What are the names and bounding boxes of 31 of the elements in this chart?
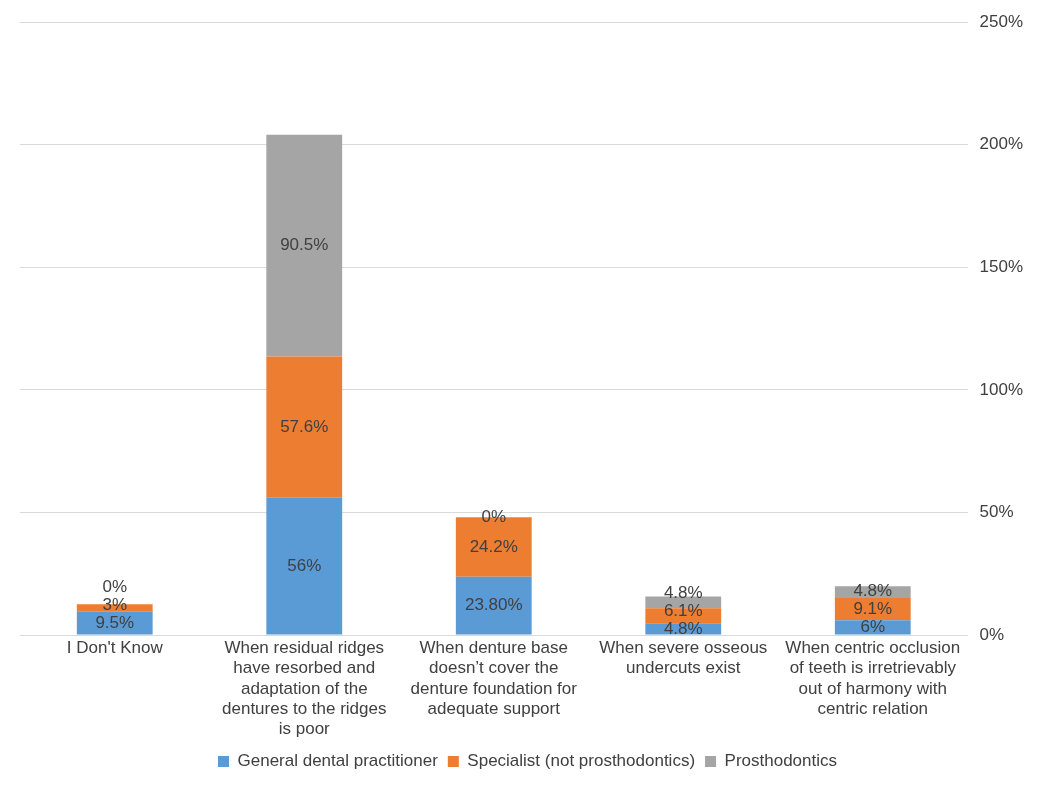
x-tick-label: When centric occlusion of teeth is irretrievably out of harmony with centric relation — [785, 637, 961, 719]
y-tick-label: 250% — [979, 11, 1023, 31]
x-tick-label: When severe osseous undercuts exist — [599, 637, 768, 678]
data-label: 4.8% — [663, 582, 703, 602]
data-label: 90.5% — [280, 235, 329, 255]
y-tick-label: 50% — [979, 502, 1014, 522]
legend-label: Prosthodontics — [724, 751, 838, 771]
data-label: 6% — [860, 617, 886, 637]
data-label: 4.8% — [663, 618, 703, 638]
x-tick-label: I Don't Know — [66, 637, 164, 657]
bar — [455, 576, 532, 635]
bar — [266, 134, 343, 357]
y-tick-label: 150% — [979, 257, 1023, 277]
data-label: 0% — [102, 576, 128, 596]
bar — [266, 497, 343, 635]
data-label: 9.1% — [853, 598, 893, 618]
data-label: 9.5% — [95, 612, 135, 632]
bar — [834, 620, 911, 635]
data-label: 24.2% — [469, 536, 518, 556]
data-label: 57.6% — [280, 416, 329, 436]
x-tick-label: When residual ridges have resorbed and adaptation of the dentures to the ridges is poor — [222, 637, 387, 739]
legend-label: Specialist (not prosthodontics) — [467, 751, 696, 771]
y-tick-label: 100% — [979, 379, 1023, 399]
legend-label: General dental practitioner — [237, 751, 439, 771]
x-tick-label: When denture base doesn’t cover the denture foundation for adequate support — [410, 637, 578, 719]
data-label: 23.80% — [464, 595, 523, 615]
y-tick-label: 200% — [979, 134, 1023, 154]
data-label: 4.8% — [853, 580, 893, 600]
data-label: 56% — [287, 555, 322, 575]
bar — [266, 356, 343, 498]
y-tick-label: 0% — [979, 624, 1005, 644]
